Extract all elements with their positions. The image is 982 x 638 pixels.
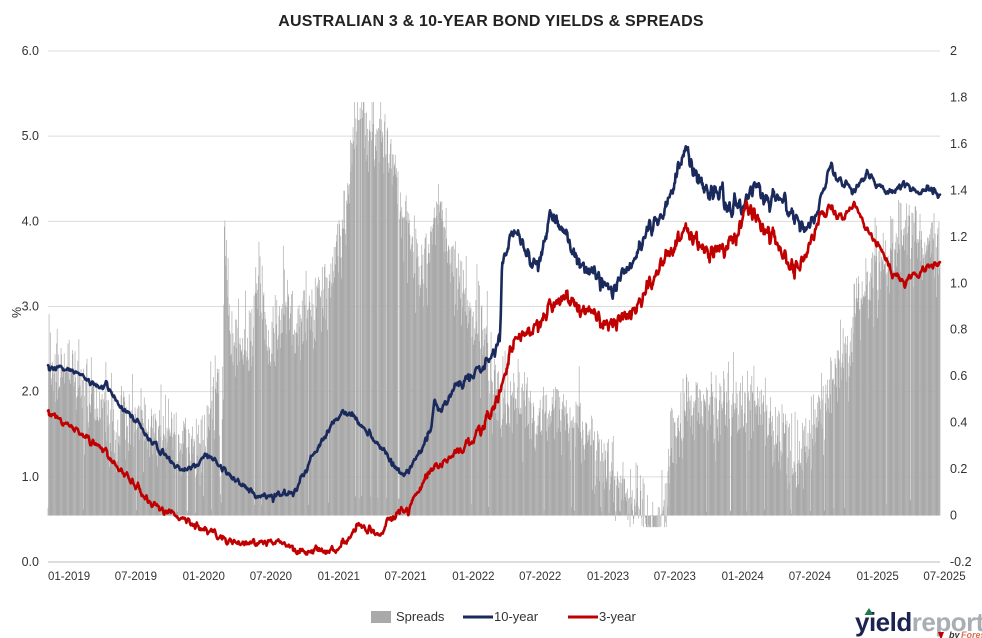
svg-text:1.0: 1.0 bbox=[950, 276, 967, 290]
svg-text:2: 2 bbox=[950, 44, 957, 58]
svg-text:07-2023: 07-2023 bbox=[654, 571, 696, 583]
svg-text:01-2021: 01-2021 bbox=[318, 571, 360, 583]
svg-text:01-2023: 01-2023 bbox=[587, 571, 629, 583]
svg-text:2.0: 2.0 bbox=[22, 385, 39, 399]
svg-text:0: 0 bbox=[950, 509, 957, 523]
svg-text:01-2019: 01-2019 bbox=[48, 571, 90, 583]
svg-text:07-2019: 07-2019 bbox=[115, 571, 157, 583]
svg-text:-0.2: -0.2 bbox=[950, 555, 972, 569]
svg-text:01-2020: 01-2020 bbox=[183, 571, 225, 583]
svg-text:0.0: 0.0 bbox=[22, 555, 39, 569]
svg-text:1.4: 1.4 bbox=[950, 183, 967, 197]
svg-text:0.2: 0.2 bbox=[950, 462, 967, 476]
svg-text:10-year: 10-year bbox=[494, 609, 539, 624]
svg-text:0.6: 0.6 bbox=[950, 369, 967, 383]
svg-text:1.6: 1.6 bbox=[950, 137, 967, 151]
svg-text:1.8: 1.8 bbox=[950, 90, 967, 104]
svg-text:Foresight: Foresight bbox=[961, 630, 982, 638]
svg-text:1.2: 1.2 bbox=[950, 230, 967, 244]
svg-text:1.0: 1.0 bbox=[22, 470, 39, 484]
svg-text:0.8: 0.8 bbox=[950, 323, 967, 337]
svg-text:07-2020: 07-2020 bbox=[250, 571, 292, 583]
svg-text:0.4: 0.4 bbox=[950, 416, 967, 430]
svg-text:3.0: 3.0 bbox=[22, 300, 39, 314]
svg-text:01-2024: 01-2024 bbox=[722, 571, 765, 583]
svg-text:07-2021: 07-2021 bbox=[384, 571, 426, 583]
svg-text:Spreads: Spreads bbox=[396, 609, 445, 624]
svg-text:3-year: 3-year bbox=[599, 609, 637, 624]
svg-text:AUSTRALIAN 3 & 10-YEAR BOND YI: AUSTRALIAN 3 & 10-YEAR BOND YIELDS & SPR… bbox=[278, 13, 704, 30]
svg-text:4.0: 4.0 bbox=[22, 214, 39, 228]
svg-text:by: by bbox=[949, 630, 960, 638]
svg-text:07-2022: 07-2022 bbox=[519, 571, 561, 583]
svg-text:01-2025: 01-2025 bbox=[857, 571, 899, 583]
svg-text:01-2022: 01-2022 bbox=[452, 571, 494, 583]
svg-text:6.0: 6.0 bbox=[22, 44, 39, 58]
svg-text:07-2024: 07-2024 bbox=[789, 571, 832, 583]
svg-text:07-2025: 07-2025 bbox=[923, 571, 965, 583]
svg-text:5.0: 5.0 bbox=[22, 129, 39, 143]
